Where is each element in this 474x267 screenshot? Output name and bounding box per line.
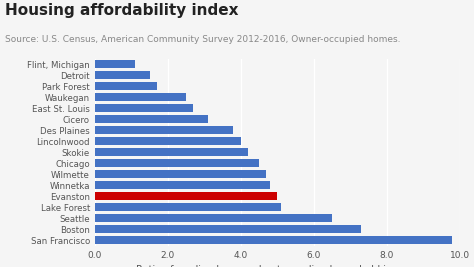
Bar: [95, 83, 157, 90]
Bar: [95, 236, 453, 244]
Bar: [95, 127, 234, 134]
Bar: [95, 115, 208, 123]
Bar: [95, 93, 186, 101]
Bar: [95, 72, 150, 79]
Bar: [95, 138, 241, 145]
Text: Housing affordability index: Housing affordability index: [5, 3, 238, 18]
Bar: [95, 61, 135, 68]
Bar: [95, 148, 248, 156]
Text: Source: U.S. Census, American Community Survey 2012-2016, Owner-occupied homes.: Source: U.S. Census, American Community …: [5, 35, 400, 44]
Bar: [95, 170, 266, 178]
Bar: [95, 193, 277, 200]
X-axis label: Ratio of median home value to median household income: Ratio of median home value to median hou…: [136, 265, 419, 267]
Bar: [95, 182, 270, 189]
Bar: [95, 159, 259, 167]
Bar: [95, 214, 332, 222]
Bar: [95, 203, 281, 211]
Bar: [95, 104, 193, 112]
Bar: [95, 225, 361, 233]
